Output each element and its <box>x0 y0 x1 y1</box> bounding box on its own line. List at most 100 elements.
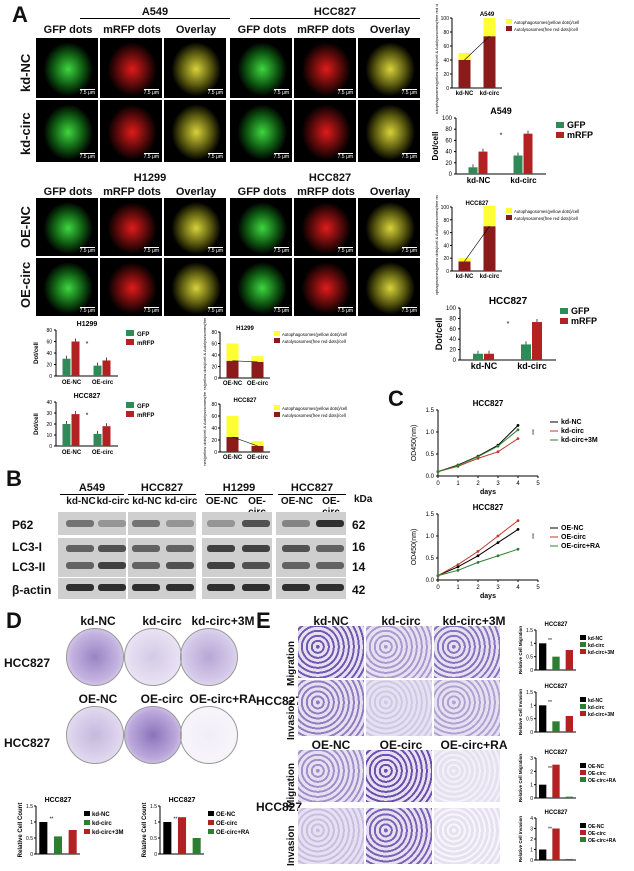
data-point <box>476 550 480 553</box>
scale-bar: 7.5 μm <box>337 247 353 254</box>
col-overlay-2: Overlay <box>369 24 411 36</box>
x-tick-label: 0 <box>436 585 440 591</box>
x-tick-label: 3 <box>496 585 500 591</box>
legend-label: OE-circ <box>588 831 606 837</box>
fluorescence-image: 7.5 μm <box>230 100 292 162</box>
transwell-image <box>366 750 432 802</box>
header-h1299: H1299 <box>133 172 167 184</box>
bar <box>468 167 478 174</box>
x-tick-label: 0 <box>436 481 440 487</box>
y-tick-label: 40 <box>445 150 452 156</box>
bar <box>62 358 71 376</box>
legend-label: OE-circ+RA <box>561 543 600 550</box>
y-tick-label: 0 <box>446 86 449 92</box>
transwell-image <box>434 808 500 864</box>
bar <box>93 433 102 446</box>
stack-bar <box>483 36 496 88</box>
stack-bar <box>226 416 239 437</box>
x-tick-label: 1 <box>456 585 460 591</box>
legend-label: kd-circ+3M <box>92 830 124 836</box>
blot-lane-label: OE-NC <box>205 496 239 507</box>
legend-swatch <box>126 402 134 408</box>
y-tick-label: 0 <box>49 374 52 380</box>
dish-col-kd-circ: kd-circ <box>142 614 182 628</box>
legend-label: OE-NC <box>216 812 236 818</box>
row-label-oe-circ: OE-circ <box>18 261 33 308</box>
trans-label-migration-2: Migration <box>286 763 297 808</box>
fluorescence-image: 7.5 μm <box>36 100 98 162</box>
x-tick-label: 5 <box>536 481 540 487</box>
y-tick-label: 0.5 <box>150 836 157 842</box>
chart-a549-stack: A549 Autophagosomes(yellow dots)/cell & A… <box>426 4 631 114</box>
y-tick-label: 1.5 <box>526 628 533 634</box>
blot-band <box>282 520 310 527</box>
y-tick-label: 0 <box>530 668 533 674</box>
y-tick-label: 60 <box>443 231 449 237</box>
col-mrfp-3: mRFP dots <box>103 186 161 198</box>
x-tick-label: kd-circ <box>480 274 500 280</box>
kda-value: 16 <box>352 540 366 554</box>
y-tick-label: 20 <box>445 161 452 167</box>
blot-band <box>98 562 126 569</box>
dish-col-kd-circ-3m: kd-circ+3M <box>191 614 255 628</box>
blot-band <box>66 520 94 527</box>
legend-label: Autolysosomes(free red dots)/cell <box>282 339 346 344</box>
legend-swatch <box>506 208 512 213</box>
legend-swatch <box>580 830 586 835</box>
row-label-oe-nc: OE-NC <box>18 206 33 248</box>
trans-col-kd-circ-3m: kd-circ+3M <box>442 614 506 628</box>
fluorescence-image: 7.5 μm <box>36 38 98 98</box>
blot-band <box>207 562 235 569</box>
scale-bar: 7.5 μm <box>273 307 289 314</box>
significance: *** <box>528 429 534 435</box>
y-tick-label: 0.5 <box>426 556 435 562</box>
fluorescence-image: 7.5 μm <box>294 258 356 316</box>
data-point <box>476 561 480 564</box>
significance: ** <box>548 827 552 833</box>
stack-bar <box>458 53 471 60</box>
scale-bar: 7.5 μm <box>273 89 289 96</box>
blot-band <box>242 520 270 527</box>
legend-label: kd-circ+3M <box>588 650 614 656</box>
x-tick-label: 3 <box>496 481 500 487</box>
legend-swatch <box>580 649 586 654</box>
y-tick-label: 40 <box>443 243 449 249</box>
blot-band <box>316 562 344 569</box>
x-label: days <box>480 489 496 496</box>
chart-title: HCC827 <box>233 398 257 404</box>
blot-band <box>282 545 310 552</box>
connector-line <box>232 360 258 363</box>
y-tick-label: 20 <box>46 422 52 428</box>
y-tick-label: 80 <box>443 218 449 224</box>
dish-col-oe-nc: OE-NC <box>78 692 118 706</box>
scale-bar: 7.5 μm <box>337 89 353 96</box>
bar <box>565 716 573 732</box>
kda-value: 42 <box>352 583 366 597</box>
blot-band <box>66 562 94 569</box>
bar <box>62 424 71 446</box>
stack-bar <box>226 360 239 378</box>
chart-d-oe: HCC827 0 0.5 1 1.5 Relative Cell Count ** OE-NC… <box>134 792 260 870</box>
y-tick-label: 0 <box>453 358 457 364</box>
blot-band <box>66 584 94 591</box>
legend-swatch <box>126 330 134 336</box>
y-tick-label: 0.5 <box>426 452 435 458</box>
colony-dish <box>180 628 238 686</box>
colony-dish <box>66 706 124 764</box>
x-tick-label: kd-NC <box>456 274 474 280</box>
fluorescence-image: 7.5 μm <box>164 100 226 162</box>
y-tick-label: 20 <box>443 72 449 78</box>
scale-bar: 7.5 μm <box>79 307 95 314</box>
blot-lane-label: kd-circ <box>164 496 198 507</box>
legend-label: Autolysosomes(free red dots)/cell <box>514 27 578 32</box>
scale-bar: 7.5 μm <box>401 153 417 160</box>
y-tick-label: 1 <box>30 820 33 826</box>
legend-swatch <box>84 820 90 825</box>
legend-swatch <box>274 412 280 417</box>
y-tick-label: 1 <box>154 820 157 826</box>
y-tick-label: 0 <box>449 172 453 178</box>
col-gfp-1: GFP dots <box>43 24 93 36</box>
x-tick-label: kd-NC <box>456 91 474 97</box>
legend-label: OE-circ+RA <box>588 838 616 844</box>
legend-swatch <box>126 411 134 417</box>
